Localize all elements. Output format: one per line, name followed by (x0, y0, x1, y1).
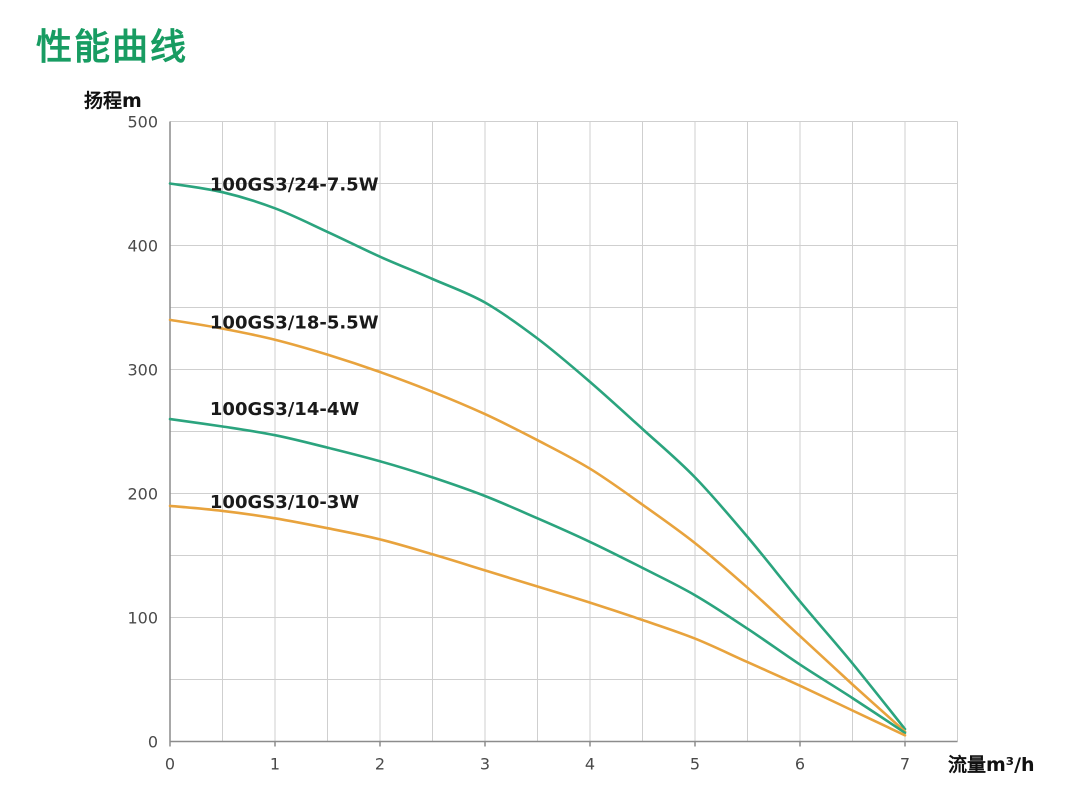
y-tick-label: 0 (148, 733, 158, 752)
curve-label: 100GS3/14-4W (210, 399, 359, 420)
curve-100GS3-18-5-5W (168, 318, 907, 733)
page-title: 性能曲线 (36, 27, 189, 68)
curve-100GS3-14-4W (168, 417, 907, 735)
y-tick-label: 100 (127, 609, 158, 628)
x-axis-title: 流量m³/h (948, 754, 1035, 776)
curve-label: 100GS3/10-3W (210, 492, 359, 513)
y-tick-label: 200 (127, 485, 158, 504)
x-tick-label: 6 (795, 755, 805, 774)
x-tick-label: 7 (900, 755, 910, 774)
x-tick-label: 3 (480, 755, 490, 774)
x-tick-label: 2 (375, 755, 385, 774)
curve-label: 100GS3/18-5.5W (210, 312, 379, 333)
x-tick-label: 0 (165, 755, 175, 774)
curve-100GS3-24-7-5W (168, 182, 907, 731)
x-tick-labels: 0 1 2 3 4 5 6 7 (165, 741, 910, 774)
curve-100GS3-10-3W (168, 504, 907, 737)
curve-label: 100GS3/24-7.5W (210, 175, 379, 196)
y-tick-label: 500 (127, 113, 158, 132)
x-tick-label: 5 (690, 755, 700, 774)
y-tick-label: 400 (127, 237, 158, 256)
y-tick-label: 300 (127, 361, 158, 380)
y-axis-title: 扬程m (84, 90, 142, 112)
y-tick-labels: 0 100 200 300 400 500 (127, 113, 158, 752)
x-tick-label: 4 (585, 755, 595, 774)
x-tick-label: 1 (270, 755, 280, 774)
